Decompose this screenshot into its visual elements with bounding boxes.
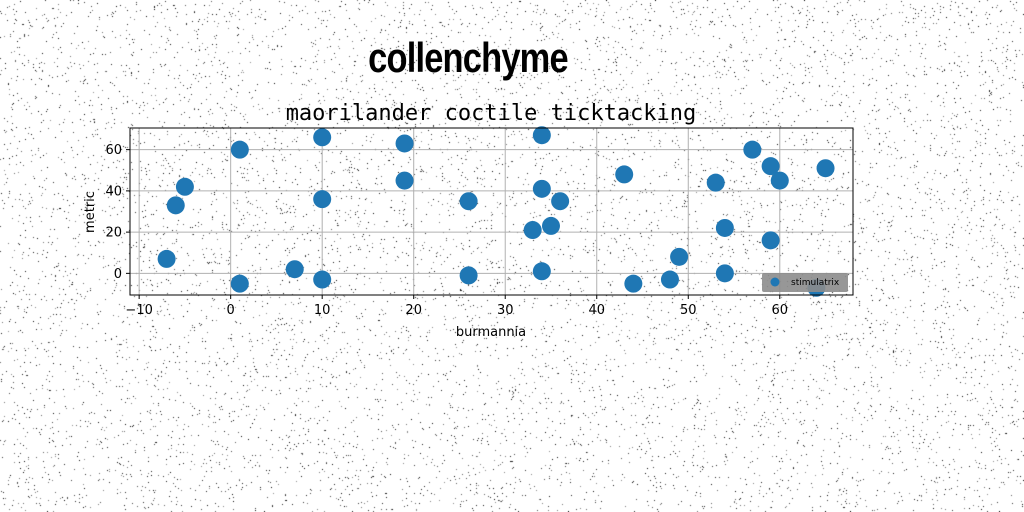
data-point [157,249,176,268]
x-tick-label: 10 [314,303,331,318]
x-axis-label: burmannia [456,325,526,340]
x-tick-label: 0 [227,303,235,318]
y-tick-label: 60 [105,143,122,158]
y-tick-label: 0 [114,267,122,282]
data-point [395,171,414,190]
data-point [166,196,185,215]
data-point [532,126,551,145]
data-point [459,266,478,285]
data-point [615,165,634,184]
data-point [313,128,332,147]
data-point [230,140,249,159]
data-point [761,231,780,250]
axis-ticks: −10 0 10 20 30 40 50 60 0 20 40 60 [105,143,788,318]
plot-frame [129,127,854,296]
data-point [715,218,734,237]
chart-title: maorilander coctile ticktacking [286,101,697,126]
data-point [395,134,414,153]
data-point [706,173,725,192]
data-point [459,192,478,211]
data-point [313,190,332,209]
data-point [532,262,551,281]
data-point [816,159,835,178]
data-point [285,260,304,279]
legend-label: stimulatrix [791,278,840,288]
legend: stimulatrix [762,273,848,292]
x-tick-label: 60 [772,303,789,318]
x-tick-label: −10 [125,303,152,318]
data-point [175,177,194,196]
x-tick-label: 30 [497,303,514,318]
data-point [551,192,570,211]
legend-marker [770,277,780,287]
data-point [715,264,734,283]
x-tick-label: 20 [405,303,422,318]
y-tick-label: 40 [105,184,122,199]
y-tick-label: 20 [105,226,122,241]
data-point [660,270,679,289]
data-point [523,221,542,240]
data-point [761,157,780,176]
headline: collenchyme [368,34,568,81]
data-point [313,270,332,289]
data-point [743,140,762,159]
data-point [541,216,560,235]
data-points [157,126,835,297]
x-tick-label: 50 [680,303,697,318]
data-point [624,274,643,293]
legend-box [762,273,848,292]
y-axis-label: metric [83,191,98,233]
x-tick-label: 40 [588,303,605,318]
data-point [770,171,789,190]
data-point [230,274,249,293]
data-point [532,179,551,198]
data-point [670,247,689,266]
